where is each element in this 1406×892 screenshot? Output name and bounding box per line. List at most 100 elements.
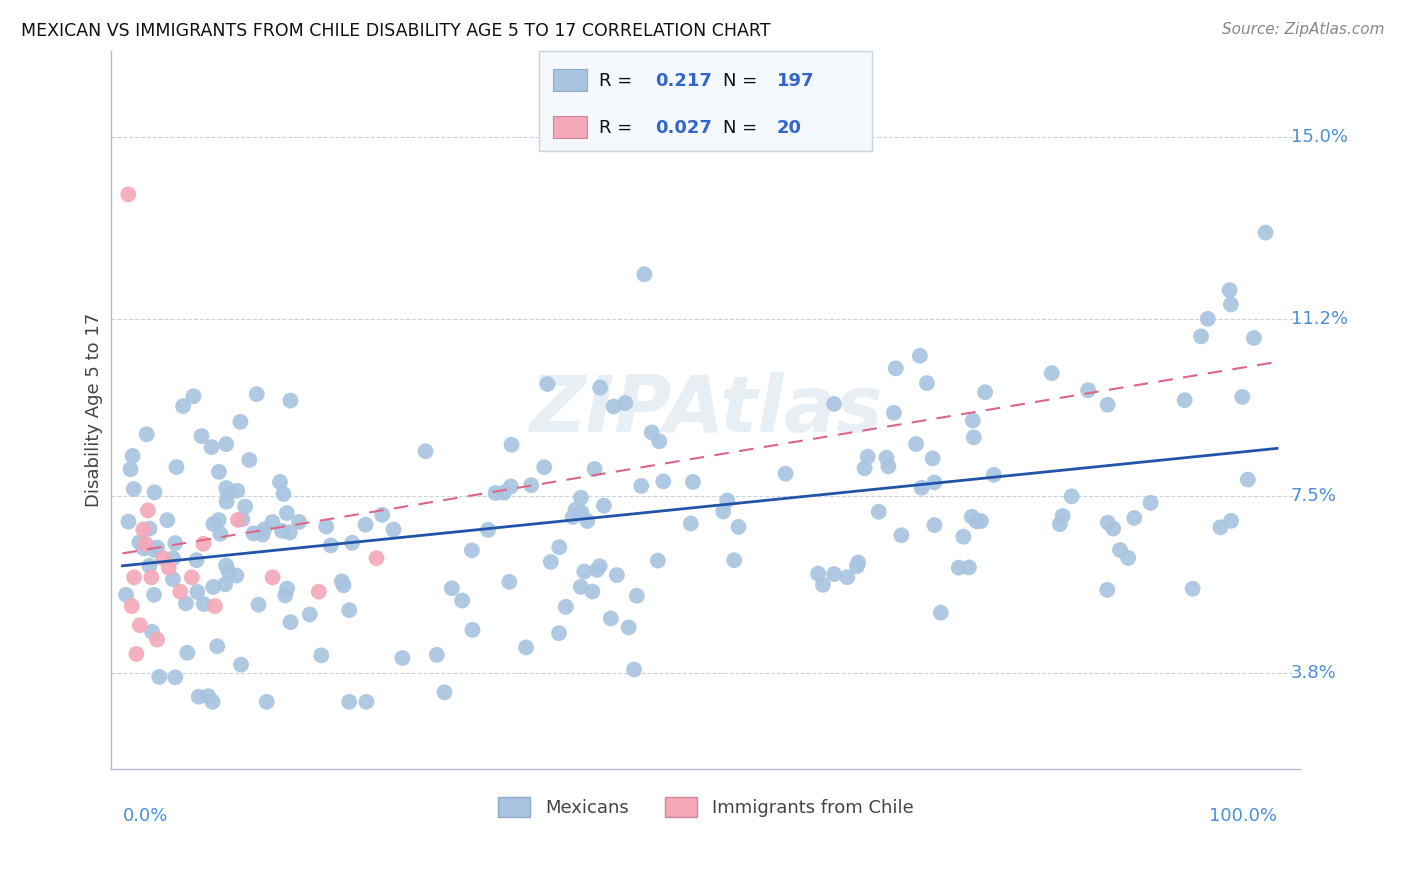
Point bbox=[811, 578, 834, 592]
Point bbox=[176, 646, 198, 660]
Point bbox=[1049, 517, 1071, 532]
Point bbox=[132, 523, 155, 537]
Point bbox=[1097, 582, 1119, 597]
Point bbox=[165, 670, 187, 684]
Point bbox=[569, 580, 592, 594]
Point bbox=[581, 584, 603, 599]
Text: ZIPAtlas: ZIPAtlas bbox=[529, 372, 883, 448]
Point bbox=[190, 429, 212, 443]
Point bbox=[115, 588, 138, 602]
Point bbox=[197, 689, 219, 703]
Point bbox=[540, 555, 562, 569]
Point bbox=[278, 525, 301, 540]
Point bbox=[890, 528, 912, 542]
Point bbox=[166, 460, 188, 475]
Point bbox=[273, 487, 295, 501]
Point bbox=[246, 387, 269, 401]
Point bbox=[1189, 329, 1212, 343]
Point bbox=[187, 690, 209, 704]
Point bbox=[564, 502, 586, 516]
Point bbox=[180, 570, 202, 584]
Point bbox=[599, 611, 621, 625]
Point bbox=[1097, 516, 1119, 530]
Point bbox=[499, 479, 522, 493]
Point bbox=[252, 527, 274, 541]
Text: Source: ZipAtlas.com: Source: ZipAtlas.com bbox=[1222, 22, 1385, 37]
Point bbox=[576, 514, 599, 528]
Point bbox=[215, 481, 238, 495]
Point bbox=[276, 506, 298, 520]
Point bbox=[208, 513, 231, 527]
Point bbox=[391, 651, 413, 665]
Point bbox=[117, 515, 139, 529]
Point bbox=[948, 560, 970, 574]
Text: R =: R = bbox=[599, 72, 637, 90]
Point bbox=[498, 574, 520, 589]
Point bbox=[515, 640, 537, 655]
Point bbox=[143, 588, 166, 602]
Point bbox=[169, 584, 191, 599]
Text: MEXICAN VS IMMIGRANTS FROM CHILE DISABILITY AGE 5 TO 17 CORRELATION CHART: MEXICAN VS IMMIGRANTS FROM CHILE DISABIL… bbox=[21, 22, 770, 40]
Point bbox=[337, 695, 360, 709]
Point bbox=[226, 513, 249, 527]
Point bbox=[929, 606, 952, 620]
Point bbox=[426, 648, 449, 662]
Point bbox=[201, 695, 224, 709]
Point bbox=[883, 406, 905, 420]
Point bbox=[366, 551, 388, 566]
Point bbox=[157, 561, 180, 575]
Point bbox=[451, 593, 474, 607]
Point bbox=[626, 589, 648, 603]
Point bbox=[183, 389, 205, 403]
Point bbox=[217, 565, 239, 579]
Point bbox=[229, 657, 252, 672]
FancyBboxPatch shape bbox=[538, 51, 872, 152]
Bar bbox=[554, 116, 586, 137]
Point bbox=[209, 526, 232, 541]
Point bbox=[225, 568, 247, 582]
Point bbox=[533, 460, 555, 475]
Text: 100.0%: 100.0% bbox=[1209, 807, 1277, 825]
Point bbox=[461, 623, 484, 637]
Point bbox=[1052, 508, 1074, 523]
Text: 3.8%: 3.8% bbox=[1291, 664, 1337, 682]
Point bbox=[415, 444, 437, 458]
Point bbox=[648, 434, 671, 449]
Point bbox=[1197, 311, 1219, 326]
Point bbox=[214, 577, 236, 591]
Point bbox=[298, 607, 321, 622]
Legend: Mexicans, Immigrants from Chile: Mexicans, Immigrants from Chile bbox=[491, 790, 921, 824]
Point bbox=[141, 570, 163, 584]
Point bbox=[520, 478, 543, 492]
Point bbox=[143, 485, 166, 500]
Point bbox=[121, 599, 143, 613]
Point bbox=[242, 526, 264, 541]
Point bbox=[548, 540, 571, 554]
Bar bbox=[554, 70, 586, 92]
Point bbox=[1219, 297, 1241, 311]
Point bbox=[589, 559, 612, 574]
Point bbox=[571, 505, 593, 519]
Point bbox=[288, 515, 311, 529]
Point bbox=[970, 514, 993, 528]
Point bbox=[274, 589, 297, 603]
Point bbox=[908, 349, 931, 363]
Text: 15.0%: 15.0% bbox=[1291, 128, 1348, 146]
Point bbox=[963, 430, 986, 444]
Point bbox=[262, 515, 284, 529]
Point bbox=[554, 599, 576, 614]
Point bbox=[440, 581, 463, 595]
Point bbox=[711, 504, 734, 518]
Point bbox=[623, 663, 645, 677]
Point bbox=[884, 361, 907, 376]
Text: 7.5%: 7.5% bbox=[1291, 487, 1337, 505]
Point bbox=[165, 536, 187, 550]
Point bbox=[172, 399, 194, 413]
Point bbox=[121, 449, 143, 463]
Point bbox=[162, 572, 184, 586]
Point bbox=[586, 563, 609, 577]
Point bbox=[162, 551, 184, 566]
Point bbox=[122, 482, 145, 496]
Point bbox=[226, 483, 249, 498]
Point bbox=[315, 519, 337, 533]
